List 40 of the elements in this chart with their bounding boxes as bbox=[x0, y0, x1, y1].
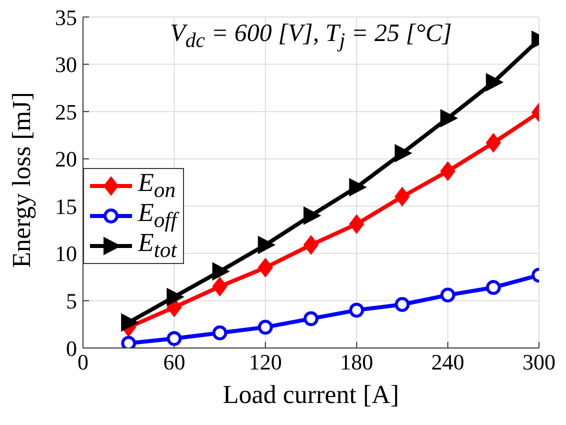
point bbox=[304, 206, 321, 224]
chart-title: V$_{dc}$ = 600 [V], T$_{j}$ = 25 [°C] bbox=[169, 20, 453, 53]
y-axis-title: Energy loss [mJ] bbox=[7, 92, 37, 268]
point bbox=[166, 331, 182, 346]
point bbox=[440, 288, 456, 302]
point bbox=[258, 320, 273, 335]
point bbox=[349, 214, 364, 234]
x-tick-label: 60 bbox=[163, 350, 186, 375]
point bbox=[304, 311, 318, 326]
point bbox=[349, 178, 366, 196]
point bbox=[166, 288, 184, 306]
point bbox=[394, 297, 410, 312]
y-tick-label: 10 bbox=[55, 241, 77, 266]
point bbox=[486, 133, 501, 152]
y-tick-label: 35 bbox=[55, 4, 77, 30]
point bbox=[121, 314, 138, 332]
point bbox=[258, 258, 273, 278]
point bbox=[440, 109, 458, 128]
point bbox=[349, 302, 364, 318]
x-tick-label: 120 bbox=[248, 350, 282, 375]
point bbox=[212, 325, 228, 340]
point bbox=[394, 187, 410, 206]
point bbox=[440, 162, 456, 181]
point bbox=[212, 276, 228, 296]
legend-label: E$_{on}$ bbox=[138, 168, 176, 203]
x-tick-label: 240 bbox=[431, 350, 464, 375]
y-tick-label: 20 bbox=[55, 146, 77, 172]
point bbox=[394, 144, 412, 162]
x-axis-title: Load current [A] bbox=[222, 380, 400, 410]
x-tick-label: 300 bbox=[522, 350, 556, 375]
y-tick-label: 15 bbox=[55, 194, 77, 219]
y-tick-label: 5 bbox=[66, 288, 77, 314]
x-tick-label: 180 bbox=[340, 350, 374, 375]
y-tick-label: 30 bbox=[55, 52, 77, 78]
y-tick-label: 25 bbox=[55, 99, 77, 124]
point bbox=[212, 262, 230, 280]
point bbox=[486, 280, 501, 295]
point bbox=[304, 235, 318, 255]
point bbox=[258, 236, 275, 254]
point bbox=[486, 73, 503, 92]
